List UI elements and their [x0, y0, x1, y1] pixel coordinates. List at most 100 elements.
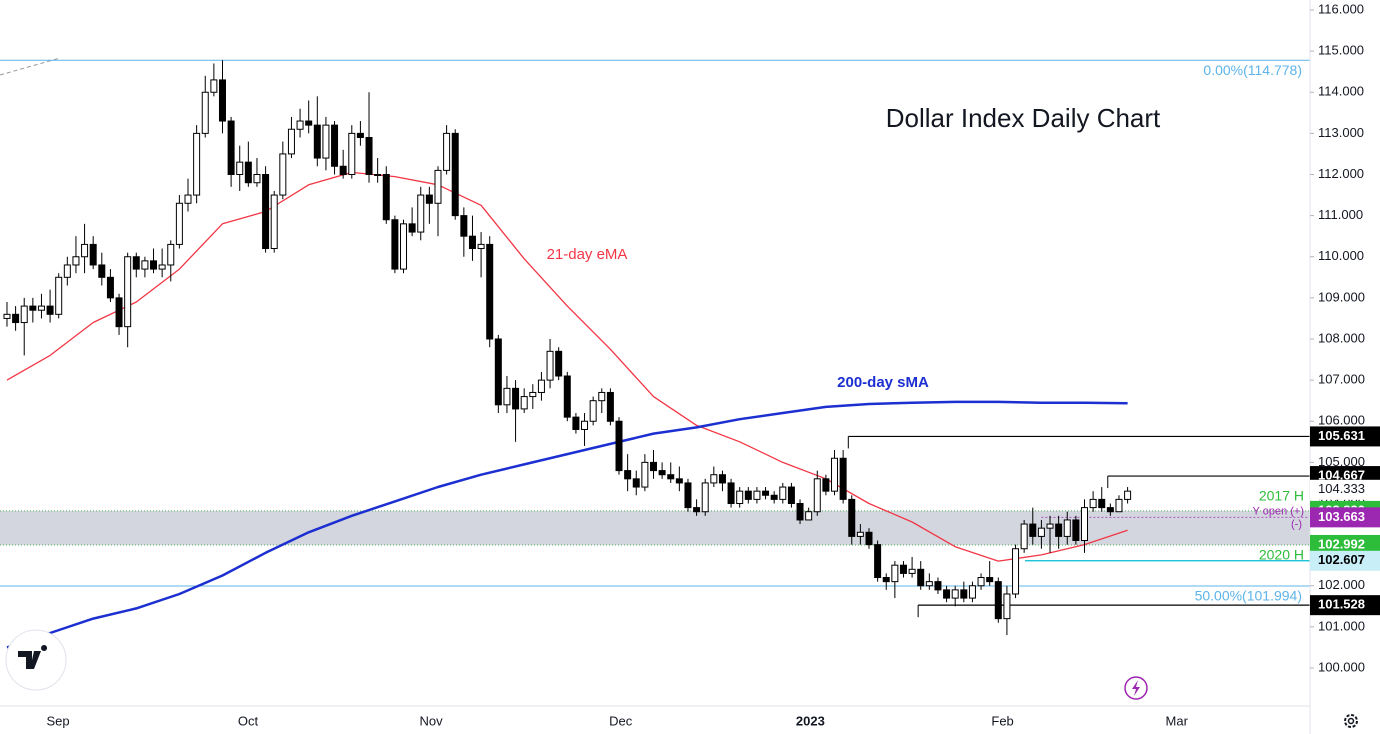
- price-label: 103.663: [1318, 509, 1365, 524]
- candle-body-down: [899, 564, 907, 574]
- candle-body-up: [1089, 498, 1097, 509]
- candle-body-down: [865, 531, 873, 546]
- x-tick-label: Dec: [609, 713, 633, 728]
- x-tick-label: Feb: [991, 713, 1013, 728]
- candle-body-up: [253, 173, 261, 184]
- x-tick-label: 2023: [796, 713, 825, 728]
- candle-body-up: [141, 260, 149, 270]
- candle-body-down: [606, 391, 614, 422]
- candle-body-down: [787, 486, 795, 504]
- candle-body-down: [218, 79, 226, 122]
- logo-mark: [18, 645, 48, 669]
- candle-body-down: [943, 589, 951, 599]
- gear-center[interactable]: [1347, 717, 1355, 725]
- y-tick-label: 105.000: [1318, 454, 1365, 469]
- candle-body-up: [72, 256, 80, 266]
- y-tick-label: 100.000: [1318, 659, 1365, 674]
- price-label-box: [1310, 479, 1380, 500]
- price-label: 104.333: [1318, 481, 1365, 496]
- candle-body-up: [81, 243, 89, 258]
- candle-body-down: [934, 581, 942, 591]
- candle-body-down: [89, 243, 97, 266]
- candle-body-up: [124, 256, 132, 328]
- candle-body-up: [279, 153, 287, 196]
- settings-button[interactable]: [1344, 714, 1358, 728]
- candle-body-up: [443, 132, 451, 171]
- candle-body-down: [468, 235, 476, 250]
- tradingview-logo: [5, 629, 67, 691]
- candle-body-up: [477, 243, 485, 250]
- candle-body-down: [408, 223, 416, 233]
- candle-body-down: [451, 132, 459, 217]
- price-label-box: [1310, 550, 1380, 571]
- candle-body-up: [891, 564, 899, 583]
- y-tick-label: 101.000: [1318, 618, 1365, 633]
- price-label: 101.528: [1318, 597, 1365, 612]
- candle-body-up: [270, 194, 278, 250]
- candle-body-up: [951, 589, 959, 599]
- price-label-box: [1310, 595, 1380, 616]
- candle-body-down: [1098, 498, 1106, 509]
- moving-average-line: [6, 400, 1128, 649]
- candle-body-up: [201, 91, 209, 134]
- candle-body-down: [960, 589, 968, 599]
- price-label: 104.667: [1318, 468, 1365, 483]
- candle-body-up: [537, 379, 545, 393]
- moving-average-line: [6, 171, 1128, 562]
- candle-body-up: [296, 120, 304, 130]
- candle-body-down: [563, 375, 571, 418]
- candle-body-up: [184, 194, 192, 204]
- level-note: Y open (+): [1253, 505, 1304, 517]
- y-tick-label: 106.000: [1318, 413, 1365, 428]
- candle-body-up: [753, 490, 761, 500]
- candle-body-up: [434, 169, 442, 204]
- candle-body-down: [744, 490, 752, 500]
- candle-body-up: [529, 391, 537, 398]
- candle-body-down: [106, 276, 114, 299]
- candle-body-up: [736, 490, 744, 504]
- gear-icon[interactable]: [1344, 714, 1358, 728]
- candle-body-up: [287, 128, 295, 155]
- candle-body-down: [1072, 519, 1080, 542]
- candle-body-down: [305, 120, 313, 126]
- candle-body-down: [98, 264, 106, 278]
- candle-body-up: [37, 305, 45, 311]
- candle-body-down: [227, 120, 235, 175]
- candle-body-up: [598, 391, 606, 402]
- series-label: 21-day eMA: [547, 246, 628, 263]
- series-label: 200-day sMA: [837, 374, 929, 391]
- y-tick-label: 110.000: [1318, 248, 1364, 263]
- lightning-circle[interactable]: [1124, 676, 1148, 700]
- candle-body-up: [908, 568, 916, 574]
- candle-body-down: [150, 260, 158, 270]
- candle-body-up: [581, 420, 589, 430]
- price-label: 105.631: [1318, 428, 1365, 443]
- candle-body-down: [986, 577, 994, 583]
- candle-body-down: [727, 482, 735, 504]
- candle-body-down: [572, 416, 580, 430]
- price-label-box: [1310, 507, 1380, 528]
- candle-body-down: [839, 457, 847, 500]
- candle-body-up: [210, 79, 218, 93]
- candle-body-down: [262, 173, 270, 250]
- y-tick-label: 102.000: [1318, 577, 1365, 592]
- candle-body-up: [589, 400, 597, 422]
- candle-body-up: [374, 173, 382, 176]
- x-tick-label: Sep: [46, 713, 69, 728]
- fib-label: 0.00%(114.778): [1203, 62, 1302, 78]
- candle-body-up: [641, 461, 649, 488]
- replay-button[interactable]: [1124, 676, 1148, 700]
- candle-body-down: [822, 478, 830, 492]
- candle-body-up: [813, 478, 821, 513]
- lightning-icon[interactable]: [1132, 680, 1140, 696]
- candle-body-up: [158, 264, 166, 270]
- candle-body-down: [874, 544, 882, 579]
- candle-body-up: [1063, 519, 1071, 537]
- candle-body-down: [46, 305, 54, 315]
- y-tick-label: 116.000: [1318, 1, 1364, 16]
- candle-body-down: [494, 338, 502, 406]
- candle-body-down: [882, 577, 890, 583]
- candle-body-up: [856, 531, 864, 537]
- candle-body-down: [425, 194, 433, 204]
- level-note: 2020 H: [1259, 547, 1304, 563]
